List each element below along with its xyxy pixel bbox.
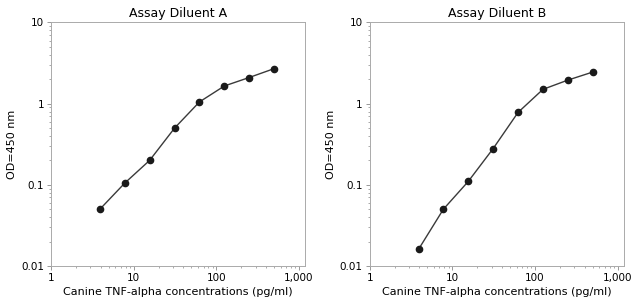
- X-axis label: Canine TNF-alpha concentrations (pg/ml): Canine TNF-alpha concentrations (pg/ml): [63, 287, 293, 297]
- Y-axis label: OD=450 nm: OD=450 nm: [7, 110, 17, 179]
- Title: Assay Diluent B: Assay Diluent B: [448, 7, 546, 20]
- X-axis label: Canine TNF-alpha concentrations (pg/ml): Canine TNF-alpha concentrations (pg/ml): [382, 287, 612, 297]
- Y-axis label: OD=450 nm: OD=450 nm: [326, 110, 335, 179]
- Title: Assay Diluent A: Assay Diluent A: [129, 7, 227, 20]
